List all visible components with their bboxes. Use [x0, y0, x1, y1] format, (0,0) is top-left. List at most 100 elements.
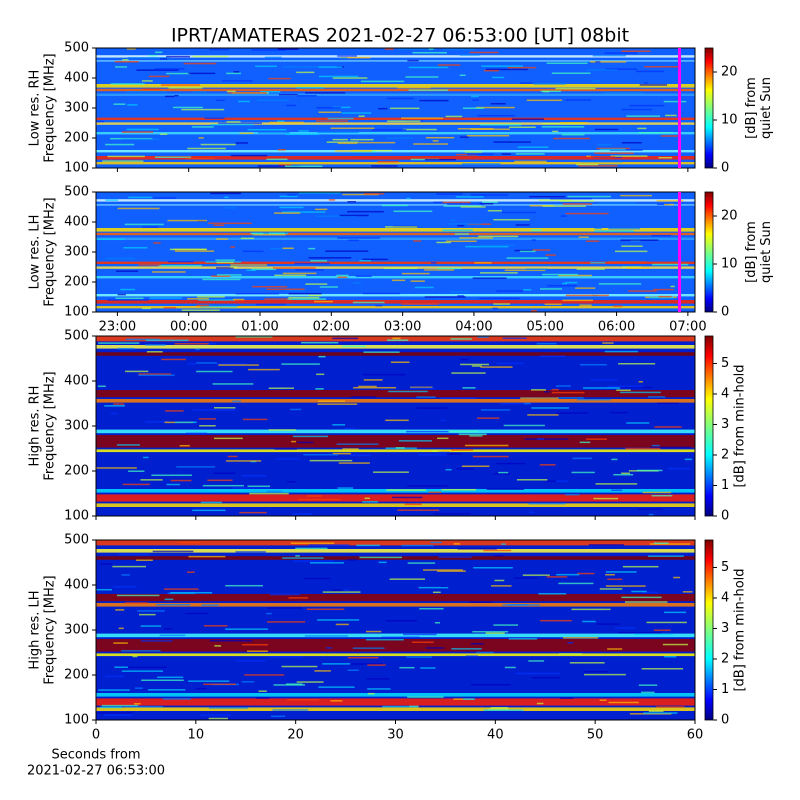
spectrogram-noise — [342, 448, 359, 450]
spectrogram-noise — [585, 240, 600, 242]
spectrogram-noise — [607, 578, 623, 581]
spectrogram-noise — [210, 123, 254, 126]
spectrogram-noise — [362, 373, 406, 376]
spectrogram-noise — [308, 294, 322, 297]
spectrogram-noise — [114, 666, 129, 669]
spectrogram-noise — [531, 239, 536, 241]
spectrogram-noise — [221, 80, 253, 82]
spectrogram-noise — [342, 193, 379, 196]
spectrogram-noise — [168, 260, 194, 263]
spectrogram-noise — [191, 126, 214, 128]
spectrogram-noise — [126, 128, 159, 131]
x-tick-label: 60 — [687, 728, 704, 743]
spectrogram-noise — [387, 97, 414, 100]
spectrogram-noise — [493, 624, 519, 626]
spectrogram-noise — [633, 633, 673, 636]
spectrogram-noise — [153, 242, 161, 244]
spectrogram-band — [96, 549, 695, 553]
spectrogram-noise — [159, 133, 168, 135]
spectrogram-band — [96, 156, 695, 160]
spectrogram-band — [96, 122, 695, 125]
spectrogram-noise — [212, 383, 254, 385]
spectrogram-noise — [437, 64, 461, 66]
spectrogram-noise — [352, 301, 385, 304]
spectrogram-noise — [436, 267, 462, 270]
spectrogram-noise — [100, 563, 113, 565]
spectrogram-noise — [209, 639, 253, 642]
spectrogram-noise — [448, 430, 478, 433]
spectrogram-noise — [639, 84, 668, 86]
spectrogram-noise — [441, 449, 455, 452]
spectrogram-noise — [225, 584, 263, 587]
spectrogram-noise — [125, 602, 149, 604]
spectrogram-noise — [559, 200, 595, 202]
spectrogram-noise — [249, 492, 289, 495]
spectrogram-noise — [251, 49, 286, 51]
spectrogram-noise — [625, 447, 661, 450]
y-tick-label: 400 — [64, 578, 89, 593]
spectrogram-noise — [440, 419, 446, 422]
spectrogram-noise — [199, 425, 216, 427]
spectrogram-noise — [363, 351, 400, 353]
colorbar-label: [dB] from min-hold — [733, 364, 748, 487]
spectrogram-noise — [107, 155, 145, 158]
spectrogram-noise — [148, 75, 170, 78]
spectrogram-noise — [385, 620, 417, 622]
y-tick-label: 500 — [64, 41, 89, 56]
spectrogram-noise — [279, 206, 304, 209]
spectrogram-noise — [266, 490, 283, 493]
spectrogram-band — [96, 93, 695, 96]
spectrogram-noise — [255, 303, 286, 306]
spectrogram-noise — [492, 307, 498, 310]
spectrogram-noise — [371, 165, 398, 167]
spectrogram-noise — [651, 234, 672, 237]
spectrogram-noise — [385, 419, 409, 422]
spectrogram-noise — [146, 351, 163, 353]
spectrogram-noise — [336, 443, 379, 445]
spectrogram-noise — [597, 143, 612, 146]
spectrogram-noise — [682, 591, 693, 593]
spectrogram-noise — [460, 363, 490, 366]
spectrogram-noise — [293, 560, 334, 562]
spectrogram-noise — [138, 373, 172, 375]
spectrogram-noise — [637, 127, 647, 130]
spectrogram-noise — [174, 250, 215, 252]
spectrogram-band — [96, 55, 695, 58]
spectrogram-noise — [352, 282, 362, 284]
spectrogram-noise — [611, 489, 623, 491]
spectrogram-noise — [665, 114, 677, 117]
spectrogram-noise — [413, 143, 449, 145]
spectrogram-noise — [628, 290, 657, 292]
spectrogram-noise — [599, 148, 626, 151]
spectrogram-noise — [508, 638, 538, 640]
spectrogram-noise — [509, 126, 536, 128]
spectrogram-noise — [235, 292, 280, 295]
spectrogram-noise — [378, 107, 388, 110]
spectrogram-noise — [405, 76, 439, 78]
spectrogram-noise — [200, 714, 231, 716]
spectrogram-noise — [290, 542, 335, 544]
spectrogram-noise — [457, 295, 465, 297]
spectrogram-noise — [410, 280, 425, 282]
spectrogram-noise — [480, 272, 518, 274]
spectrogram-noise — [477, 114, 516, 117]
spectrogram-noise — [295, 547, 328, 550]
spectrogram-noise — [602, 342, 614, 344]
spectrogram-noise — [420, 667, 436, 669]
spectrogram-noise — [316, 106, 342, 109]
spectrogram-noise — [349, 663, 383, 665]
colorbar — [704, 191, 714, 313]
spectrogram-noise — [607, 385, 644, 388]
spectrogram-noise — [598, 283, 642, 285]
spectrogram-noise — [290, 408, 302, 411]
spectrogram-noise — [428, 491, 442, 494]
spectrogram-noise — [407, 696, 444, 698]
spectrogram-band — [96, 294, 695, 297]
y-tick-label: 400 — [64, 374, 89, 389]
spectrogram-band — [96, 237, 695, 240]
spectrogram-noise — [560, 215, 567, 217]
spectrogram-noise — [536, 438, 545, 440]
spectrogram-noise — [533, 83, 566, 85]
spectrogram-noise — [565, 212, 609, 215]
spectrogram-noise — [406, 197, 411, 200]
